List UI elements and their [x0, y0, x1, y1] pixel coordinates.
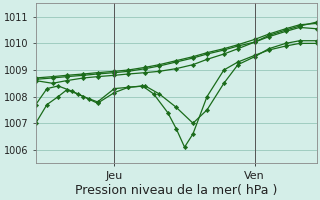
- X-axis label: Pression niveau de la mer( hPa ): Pression niveau de la mer( hPa ): [75, 184, 277, 197]
